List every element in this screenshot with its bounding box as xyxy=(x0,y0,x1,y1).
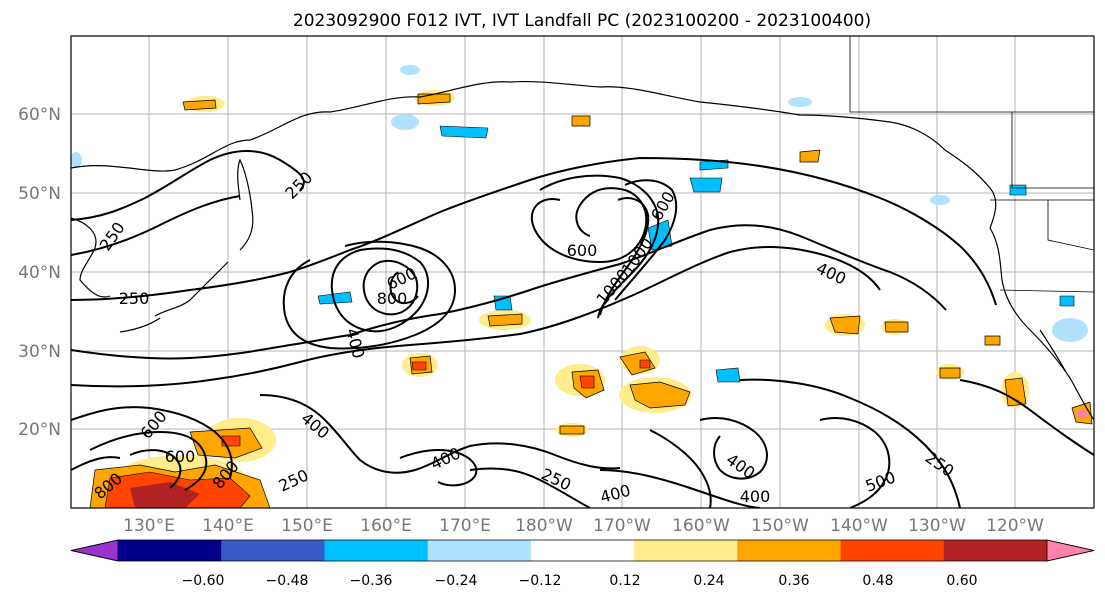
colorbar-tick-label: −0.48 xyxy=(266,573,309,589)
colorbar-segment xyxy=(118,540,222,561)
colorbar-tick-label: −0.12 xyxy=(519,573,562,589)
lon-label: 140°E xyxy=(202,516,254,536)
lon-label: 180°W xyxy=(515,516,573,536)
ivt-contour-labels: 250 250 250 250 250 400 400 400 400 400 … xyxy=(90,168,957,507)
colorbar-tick-label: 0.36 xyxy=(778,573,809,589)
colorbar-tick-label: −0.24 xyxy=(435,573,478,589)
political-borders xyxy=(849,36,1094,293)
lon-label: 120°W xyxy=(986,516,1044,536)
colorbar-extend-low xyxy=(70,539,119,562)
contour-label: 600 xyxy=(165,447,196,466)
lon-label: 170°E xyxy=(439,516,491,536)
colorbar-tick-label: −0.36 xyxy=(350,573,393,589)
lon-label: 160°E xyxy=(360,516,412,536)
map-title: 2023092900 F012 IVT, IVT Landfall PC (20… xyxy=(293,11,871,31)
contour-label: 400 xyxy=(740,487,771,506)
colorbar xyxy=(70,539,1095,562)
lon-label: 140°W xyxy=(830,516,888,536)
lat-label: 20°N xyxy=(18,420,61,440)
longitude-labels: 130°E 140°E 150°E 160°E 170°E 180°W 170°… xyxy=(123,516,1044,536)
colorbar-tick-label: 0.24 xyxy=(693,573,724,589)
colorbar-outline xyxy=(70,539,1095,562)
colorbar-segment xyxy=(943,540,1048,561)
lon-label: 160°W xyxy=(672,516,730,536)
coastlines xyxy=(71,80,1094,421)
contour-label: 600 xyxy=(567,241,598,260)
lon-label: 130°E xyxy=(123,516,175,536)
colorbar-segment xyxy=(634,540,738,561)
map-frame xyxy=(70,35,1095,509)
map-area: 250 250 250 250 250 400 400 400 400 400 … xyxy=(18,35,1095,536)
colorbar-segment xyxy=(221,540,325,561)
colorbar-extend-high xyxy=(1046,539,1095,562)
colorbar-tick-labels: −0.60 −0.48 −0.36 −0.24 −0.12 0.12 0.24 … xyxy=(182,573,978,589)
lat-label: 50°N xyxy=(18,184,61,204)
lon-label: 130°W xyxy=(908,516,966,536)
lon-label: 150°E xyxy=(281,516,333,536)
lon-label: 150°W xyxy=(751,516,809,536)
colorbar-segment xyxy=(324,540,429,561)
latitude-labels: 20°N 30°N 40°N 50°N 60°N xyxy=(18,105,61,440)
colorbar-tick-label: −0.60 xyxy=(182,573,225,589)
colorbar-segment xyxy=(530,540,635,561)
colorbar-segment xyxy=(737,540,842,561)
ivt-contours xyxy=(71,150,1094,508)
contour-label: 800 xyxy=(377,289,408,308)
contour-label: 250 xyxy=(119,289,150,308)
lat-label: 40°N xyxy=(18,263,61,283)
colorbar-tick-label: 0.60 xyxy=(946,573,977,589)
colorbar-segment xyxy=(427,540,532,561)
colorbar-tick-label: 0.12 xyxy=(609,573,640,589)
lat-label: 60°N xyxy=(18,105,61,125)
colorbar-tick-label: 0.48 xyxy=(862,573,893,589)
lat-label: 30°N xyxy=(18,342,61,362)
colorbar-segment xyxy=(840,540,945,561)
lon-label: 170°W xyxy=(593,516,651,536)
